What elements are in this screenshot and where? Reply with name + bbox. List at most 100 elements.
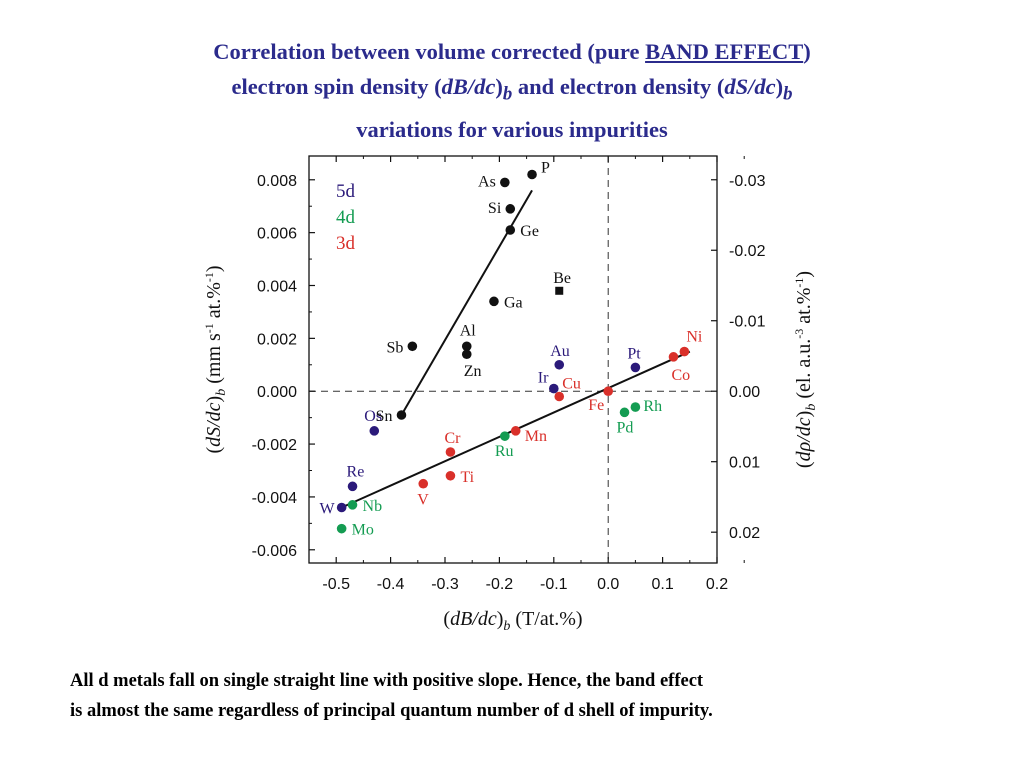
point-label-v: V: [417, 492, 429, 509]
y2-tick-label: 0.02: [729, 525, 760, 542]
point-label-zn: Zn: [464, 363, 482, 380]
data-point-zn: [461, 349, 472, 360]
data-point-cr: [445, 447, 456, 457]
data-point-si: [505, 204, 516, 214]
data-point-v: [418, 478, 429, 489]
y2-tick-label: 0.00: [729, 384, 760, 401]
point-label-cr: Cr: [444, 430, 461, 447]
legend-4d: 4d: [336, 207, 356, 228]
title-line-1: Correlation between volume corrected (pu…: [0, 34, 1024, 69]
data-point-rh: [630, 402, 641, 412]
y2-axis-label: (dρ/dc)b (el. a.u.-3 at.%-1): [792, 271, 819, 468]
point-label-sb: Sb: [386, 339, 403, 356]
point-label-ge: Ge: [520, 223, 539, 240]
data-point-ga: [489, 296, 499, 307]
data-point-ir: [549, 383, 559, 394]
title-line-1-pre: Correlation between volume corrected (pu…: [213, 39, 646, 64]
point-label-pt: Pt: [627, 345, 641, 362]
y-tick-label: 0.006: [257, 226, 297, 243]
scatter-chart: -0.5 -0.4 -0.3 -0.2 -0.1 0.0 0.1 0.2 0.008 0.006 0…: [202, 155, 819, 634]
point-label-sn: Sn: [376, 408, 393, 425]
legend-5d: 5d: [336, 181, 356, 202]
legend-3d: 3d: [336, 233, 356, 254]
x-tick-label: -0.3: [431, 576, 459, 593]
point-label-cu: Cu: [562, 376, 581, 393]
x-tick-label: -0.5: [322, 576, 350, 593]
data-point-fe: [603, 386, 613, 397]
data-point-ti: [445, 470, 456, 481]
data-point-mo: [336, 523, 347, 534]
point-label-as: As: [478, 173, 496, 190]
y2-tick-label: -0.03: [729, 173, 766, 190]
point-label-be: Be: [553, 270, 571, 287]
y2-tick-label: -0.01: [729, 314, 766, 331]
x-tick-label: 0.2: [706, 576, 728, 593]
point-label-mn: Mn: [525, 428, 547, 445]
point-label-re: Re: [347, 463, 365, 480]
point-label-ga: Ga: [504, 294, 523, 311]
data-point-w: [336, 502, 347, 513]
point-label-p: P: [541, 160, 550, 177]
title-line-2: electron spin density (dB/dc)b and elect…: [0, 69, 1024, 112]
title-close-2: ): [775, 74, 784, 99]
point-label-ir: Ir: [538, 370, 549, 387]
point-label-au: Au: [550, 343, 570, 360]
data-point-sn: [396, 410, 407, 420]
y2-tick-label: -0.02: [729, 243, 766, 260]
data-point-be: [555, 286, 564, 295]
data-point-au: [554, 359, 565, 370]
title-line-2-pre: electron spin density (: [231, 74, 442, 99]
data-point-p: [527, 169, 537, 180]
data-point-pt: [630, 362, 641, 373]
data-point-os: [369, 426, 380, 436]
data-point-mn: [510, 426, 521, 436]
title-line-2-mid: and electron density (: [512, 74, 725, 99]
y-tick-label: -0.006: [252, 543, 297, 560]
data-point-ru: [500, 431, 510, 441]
slide-title: Correlation between volume corrected (pu…: [0, 34, 1024, 147]
data-point-as: [500, 177, 510, 188]
data-point-ge: [505, 225, 516, 235]
title-sub-2: b: [783, 83, 793, 105]
title-sub-1: b: [502, 83, 513, 105]
caption-line-1: All d metals fall on single straight lin…: [70, 671, 704, 691]
data-point-sb: [407, 341, 418, 352]
x-axis-label: (dB/dc)b (T/at.%): [443, 608, 582, 634]
point-label-nb: Nb: [363, 498, 383, 515]
point-label-ti: Ti: [460, 469, 474, 486]
y2-tick-label: 0.01: [729, 455, 760, 472]
point-label-fe: Fe: [588, 397, 604, 414]
data-point-re: [347, 481, 358, 492]
point-label-os: Os: [364, 408, 382, 425]
point-label-al: Al: [460, 322, 477, 339]
y-tick-label: 0.004: [257, 279, 297, 296]
x-tick-label: -0.1: [540, 576, 568, 593]
y-axis-label: (dS/dc)b (mm s-1 at.%-1): [202, 265, 229, 453]
y-tick-label: 0.008: [257, 173, 297, 190]
point-label-ru: Ru: [495, 443, 514, 460]
y-tick-label: -0.002: [252, 437, 297, 454]
y-tick-label: 0.002: [257, 331, 297, 348]
x-tick-label: -0.4: [377, 576, 405, 593]
x-tick-label: 0.0: [597, 576, 619, 593]
point-label-co: Co: [671, 367, 690, 384]
caption-line-2: is almost the same regardless of princip…: [70, 701, 713, 721]
point-label-si: Si: [488, 200, 502, 217]
title-line-1-post: ): [803, 39, 811, 64]
plot-frame: [308, 155, 718, 564]
y-tick-label: 0.000: [257, 384, 297, 401]
data-point-nb: [347, 500, 358, 510]
title-close-1: ): [495, 74, 503, 99]
x-tick-label: 0.1: [651, 576, 673, 593]
point-label-w: W: [320, 501, 336, 518]
data-point-al: [461, 341, 472, 352]
title-var-ds: dS/dc: [724, 74, 776, 99]
data-point-ni: [679, 346, 690, 357]
x-tick-label: -0.2: [486, 576, 514, 593]
point-label-mo: Mo: [352, 522, 374, 539]
title-band-effect: BAND EFFECT: [645, 39, 804, 64]
point-label-pd: Pd: [617, 419, 634, 436]
caption: All d metals fall on single straight lin…: [70, 666, 970, 726]
point-label-ni: Ni: [686, 329, 703, 346]
data-point-cu: [554, 391, 565, 402]
